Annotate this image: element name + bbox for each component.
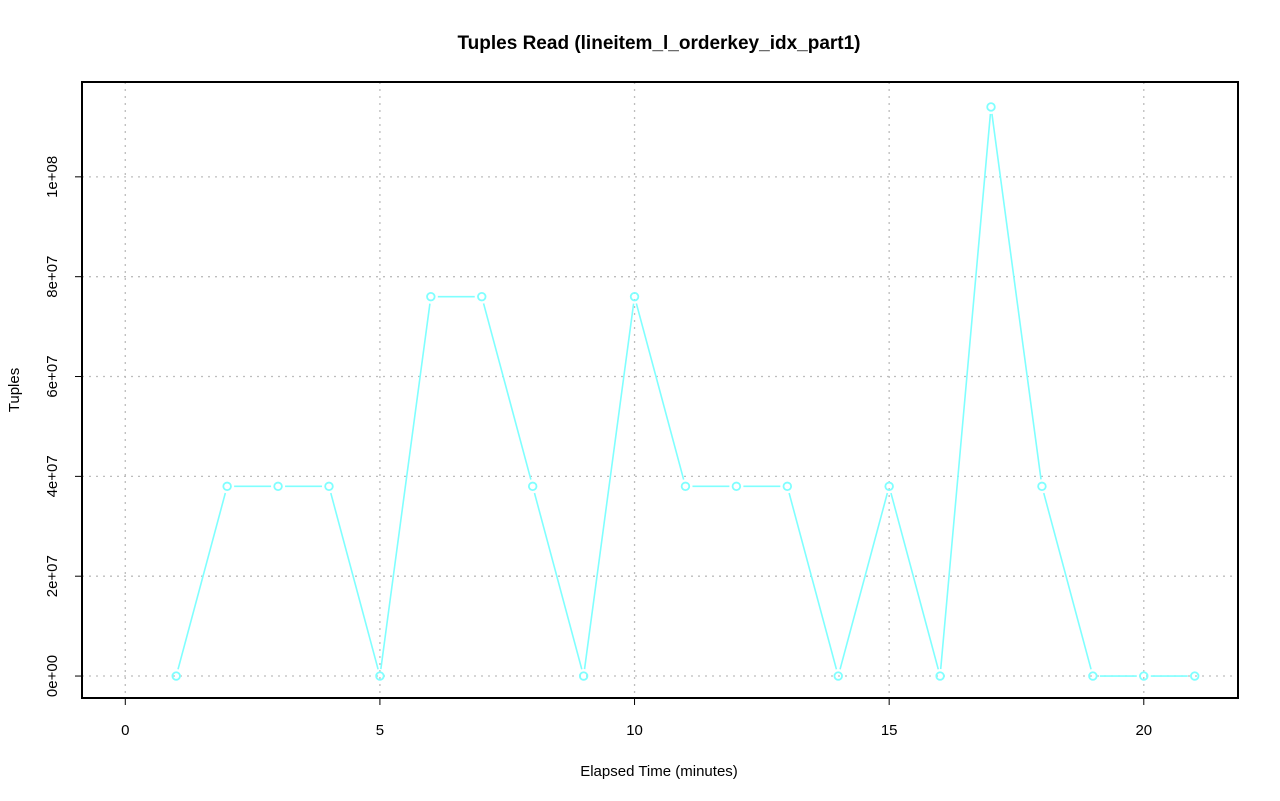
y-tick-label: 4e+07: [44, 455, 61, 497]
data-point: [324, 481, 334, 492]
data-point: [527, 481, 538, 492]
series-line-segment: [788, 492, 838, 670]
data-point: [426, 291, 436, 302]
series-line-segment: [991, 113, 1042, 480]
series-line-segment: [533, 492, 583, 670]
series-line-segment: [330, 492, 379, 670]
series-line-segment: [939, 113, 992, 670]
data-point: [884, 481, 894, 492]
y-axis-title: Tuples: [6, 368, 23, 412]
plot-area-frame: [81, 81, 1239, 699]
x-tick-label: 0: [121, 722, 129, 739]
data-point: [273, 481, 283, 492]
x-tick-label: 5: [376, 722, 384, 739]
y-tick-label: 6e+07: [44, 355, 61, 397]
data-point: [477, 291, 487, 302]
x-tick-label: 15: [881, 722, 898, 739]
y-tick-label: 2e+07: [44, 555, 61, 597]
grid: [82, 82, 1238, 698]
y-tick-label: 1e+08: [44, 156, 61, 198]
data-point: [171, 671, 181, 681]
series-line-segment: [890, 492, 940, 670]
data-point: [731, 481, 742, 492]
data-point: [782, 481, 793, 492]
series-line-segment: [380, 303, 431, 670]
x-axis-title: Elapsed Time (minutes): [580, 763, 738, 780]
data-point: [935, 671, 945, 681]
data-point: [375, 671, 385, 681]
chart-title: Tuples Read (lineitem_l_orderkey_idx_par…: [457, 33, 860, 54]
data-point: [986, 102, 996, 112]
data-point: [578, 671, 589, 681]
data-point: [1088, 671, 1098, 681]
x-axis: 0 5 10 15 20: [121, 698, 1152, 739]
data-point: [1037, 481, 1047, 492]
data-point: [1190, 671, 1200, 681]
series-line-segment: [583, 303, 635, 670]
x-tick-label: 10: [626, 722, 643, 739]
y-axis: 0e+00 2e+07 4e+07 6e+07 8e+07 1e+08: [44, 156, 82, 697]
series-line-segment: [1042, 492, 1092, 670]
y-tick-label: 8e+07: [44, 256, 61, 298]
series-line-segment: [839, 492, 889, 670]
series-line-segment: [177, 492, 227, 670]
series-line-segment: [482, 303, 532, 480]
x-tick-label: 20: [1135, 722, 1152, 739]
data-point: [833, 671, 843, 681]
data-point: [1139, 671, 1149, 681]
series-layer: [171, 102, 1200, 681]
data-point: [629, 291, 640, 302]
y-tick-label: 0e+00: [44, 655, 61, 697]
data-point: [222, 481, 232, 492]
data-point: [680, 481, 691, 492]
series-line-segment: [635, 303, 685, 480]
